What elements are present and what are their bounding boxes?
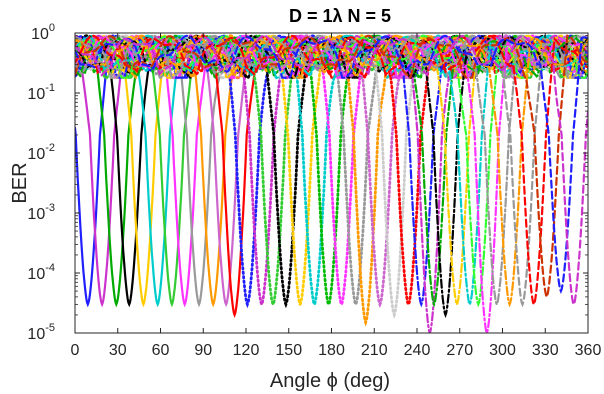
x-tick-label: 180 <box>318 342 345 359</box>
ber-curve-series <box>75 34 588 294</box>
y-tick-label: 10-2 <box>27 142 55 163</box>
chart-title: D = 1λ N = 5 <box>289 6 391 26</box>
x-tick-label: 210 <box>361 342 388 359</box>
x-tick-label: 240 <box>404 342 431 359</box>
ber-curve-series <box>75 34 588 308</box>
x-axis-label: Angle ϕ (deg) <box>270 370 390 392</box>
ber-curve-series <box>75 34 588 308</box>
ber-curve-series <box>75 34 588 308</box>
x-tick-label: 330 <box>532 342 559 359</box>
series-layer <box>75 34 588 333</box>
x-tick-label: 30 <box>109 342 127 359</box>
y-tick-label: 10-4 <box>27 262 55 283</box>
x-axis: 0 30 60 90 120 150 180 210 240 270 300 330 360 <box>71 33 602 359</box>
y-axis: 10-5 10-4 10-3 10-2 10-1 100 <box>27 22 588 343</box>
ber-curve-series <box>75 34 588 308</box>
x-tick-label: 150 <box>275 342 302 359</box>
y-tick-label: 10-5 <box>27 322 55 343</box>
y-tick-label: 10-3 <box>27 202 55 223</box>
x-tick-label: 360 <box>575 342 602 359</box>
x-tick-label: 270 <box>446 342 473 359</box>
y-axis-label: BER <box>9 162 31 203</box>
y-tick-label: 10-1 <box>27 82 55 103</box>
x-tick-label: 0 <box>71 342 80 359</box>
x-tick-label: 300 <box>489 342 516 359</box>
y-tick-label: 100 <box>31 22 55 43</box>
x-tick-label: 120 <box>233 342 260 359</box>
x-tick-label: 60 <box>152 342 170 359</box>
x-tick-label: 90 <box>194 342 212 359</box>
